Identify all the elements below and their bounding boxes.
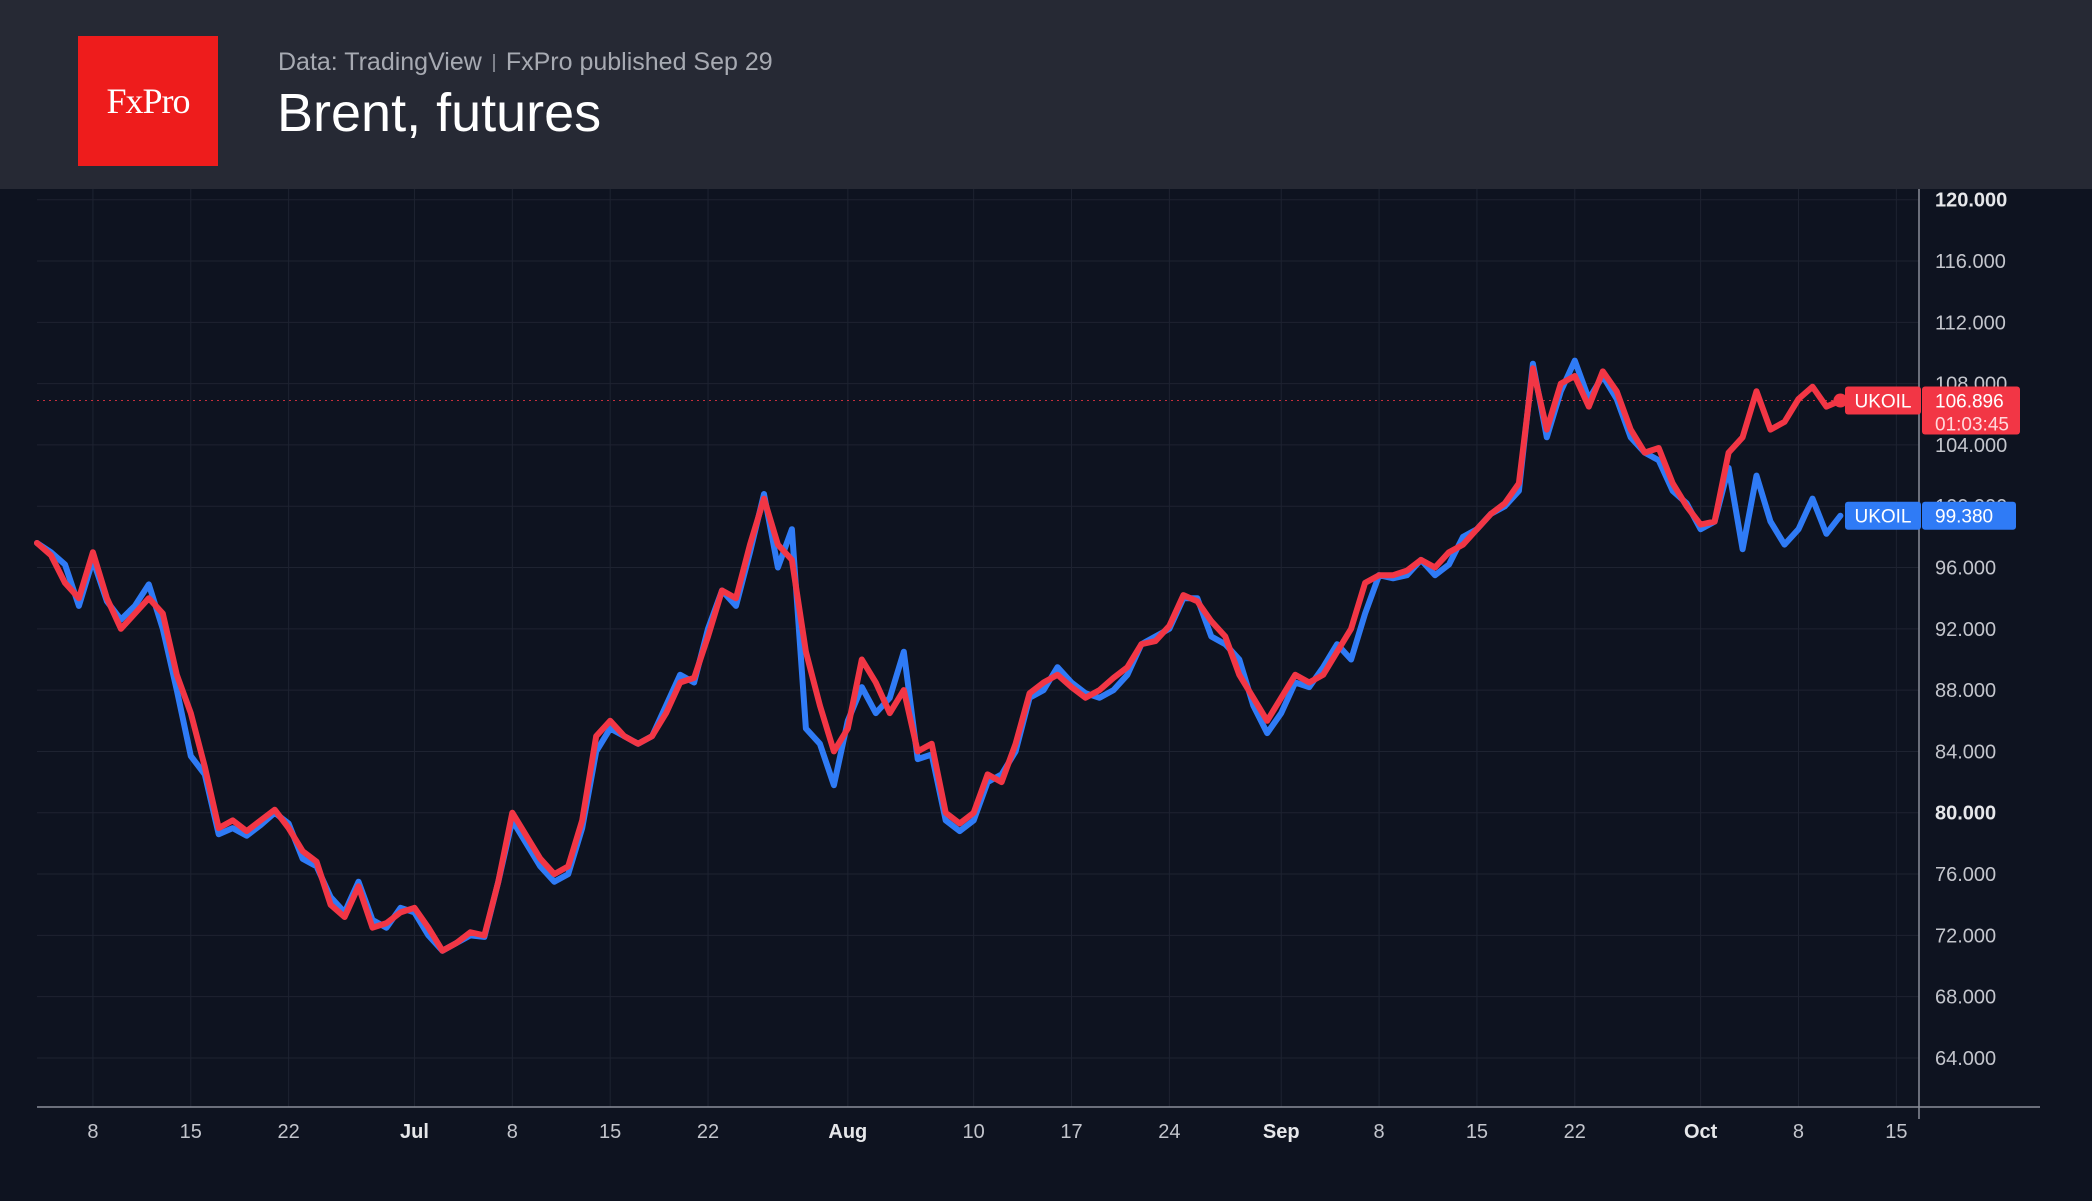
y-tick-label: 120.000 (1935, 190, 2007, 212)
published-date: FxPro published Sep 29 (505, 48, 773, 76)
price-value: 106.896 (1935, 392, 2004, 413)
y-tick-label: 80.000 (1935, 803, 1996, 825)
y-tick-label: 104.000 (1935, 435, 2007, 457)
series-line-blue (34, 357, 1844, 954)
x-tick-label: 22 (278, 1121, 300, 1143)
y-tick-label: 116.000 (1935, 251, 2006, 273)
data-source: Data: TradingView (278, 48, 482, 76)
y-tick-label: 64.000 (1935, 1048, 1996, 1070)
price-value: 99.380 (1935, 507, 1993, 528)
x-tick-label: 22 (1564, 1121, 1586, 1143)
grid-lines (37, 189, 1919, 1107)
symbol-tag (1845, 386, 1921, 415)
price-chart[interactable]: 120.000116.000112.000108.000104.000100.0… (0, 189, 2092, 1196)
symbol-label: UKOIL (1854, 392, 1911, 413)
y-tick-label: 92.000 (1935, 619, 1996, 641)
series-lines (34, 357, 1848, 954)
x-tick-label: 15 (1466, 1121, 1488, 1143)
y-tick-label: 68.000 (1935, 987, 1996, 1009)
x-tick-label: 22 (697, 1121, 719, 1143)
price-tag (1922, 386, 2020, 435)
x-tick-label: 17 (1060, 1121, 1082, 1143)
x-tick-label: 8 (1793, 1121, 1804, 1143)
x-tick-label: 15 (599, 1121, 621, 1143)
price-tag (1922, 501, 2016, 530)
x-tick-label: Jul (400, 1121, 429, 1143)
y-tick-label: 84.000 (1935, 741, 1996, 763)
symbol-label: UKOIL (1854, 507, 1911, 528)
x-tick-label: 8 (87, 1121, 98, 1143)
chart-meta: Data: TradingView FxPro published Sep 29 (278, 48, 773, 77)
fxpro-logo: FxPro (78, 36, 218, 166)
x-tick-label: 15 (180, 1121, 202, 1143)
chart-area[interactable]: 120.000116.000112.000108.000104.000100.0… (0, 189, 2092, 1196)
x-tick-label: 8 (1374, 1121, 1385, 1143)
x-tick-label: 8 (507, 1121, 518, 1143)
meta-separator (492, 53, 495, 72)
last-point-marker (1833, 393, 1848, 408)
x-tick-label: 24 (1158, 1121, 1180, 1143)
x-tick-label: 10 (963, 1121, 985, 1143)
x-tick-label: 15 (1885, 1121, 1907, 1143)
y-tick-label: 88.000 (1935, 680, 1996, 702)
y-tick-label: 76.000 (1935, 864, 1996, 886)
chart-title: Brent, futures (277, 83, 602, 143)
y-tick-label: 96.000 (1935, 558, 1996, 580)
y-tick-label: 72.000 (1935, 925, 1996, 947)
countdown-value: 01:03:45 (1935, 415, 2009, 436)
x-tick-label: Oct (1684, 1121, 1718, 1143)
series-line-red (34, 365, 1844, 954)
axes: 120.000116.000112.000108.000104.000100.0… (37, 189, 2040, 1143)
header-bar: FxPro Data: TradingView FxPro published … (0, 0, 2092, 189)
x-tick-label: Aug (828, 1121, 867, 1143)
x-tick-label: Sep (1263, 1121, 1300, 1143)
logo-text: FxPro (106, 81, 190, 121)
y-tick-label: 112.000 (1935, 312, 2006, 334)
symbol-tag (1845, 501, 1921, 530)
